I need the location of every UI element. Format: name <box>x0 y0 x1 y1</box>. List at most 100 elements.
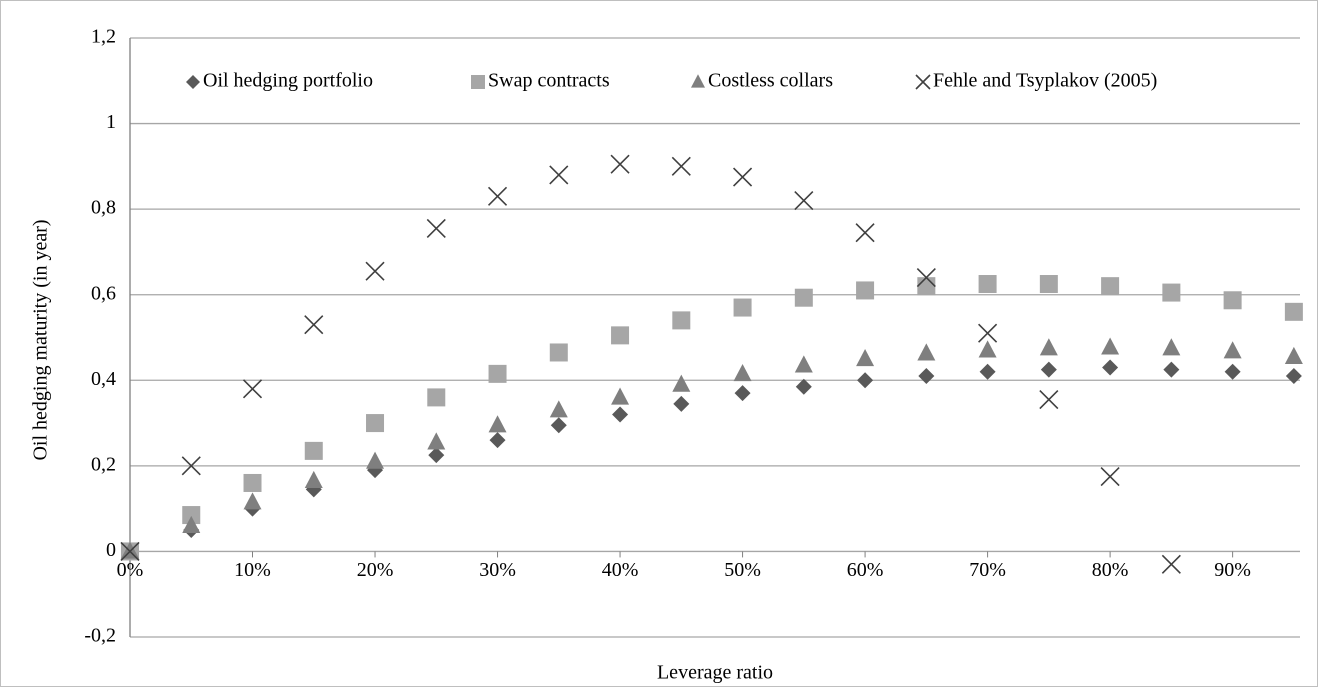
marker-diamond <box>979 363 996 380</box>
y-tick-label: 0 <box>106 539 116 561</box>
marker-triangle <box>672 374 691 392</box>
marker-square <box>1223 291 1242 310</box>
x-tick-label: 80% <box>1092 559 1129 581</box>
marker-diamond <box>489 432 506 449</box>
marker-square <box>856 281 875 300</box>
marker-triangle <box>1223 341 1242 359</box>
marker-x <box>671 156 691 176</box>
marker-square <box>1284 302 1303 321</box>
marker-triangle <box>1039 338 1058 356</box>
marker-x <box>365 261 385 281</box>
marker-square <box>549 343 568 362</box>
x-tick-label: 50% <box>724 559 761 581</box>
marker-square <box>1039 275 1058 294</box>
marker-diamond <box>857 372 874 389</box>
y-tick-label: 0,8 <box>91 197 116 219</box>
marker-x <box>304 315 324 335</box>
marker-x <box>120 541 140 561</box>
marker-triangle <box>1284 346 1303 364</box>
marker-diamond <box>1285 368 1302 385</box>
marker-triangle <box>488 415 507 433</box>
marker-square <box>488 364 507 383</box>
y-tick-label: 0,2 <box>91 453 116 475</box>
y-tick-label: 1,2 <box>91 26 116 48</box>
marker-square <box>366 414 385 433</box>
legend-label: Oil hedging portfolio <box>203 70 373 92</box>
marker-square <box>304 441 323 460</box>
marker-square <box>243 473 262 492</box>
marker-diamond <box>918 368 935 385</box>
y-axis-label: Oil hedging maturity (in year) <box>30 219 52 460</box>
marker-triangle <box>917 343 936 361</box>
marker-triangle <box>427 432 446 450</box>
marker-x <box>855 223 875 243</box>
marker-triangle <box>549 400 568 418</box>
marker-x <box>242 379 263 399</box>
marker-triangle <box>243 492 262 510</box>
marker-triangle <box>691 74 705 88</box>
marker-x <box>610 154 630 174</box>
marker-triangle <box>1101 337 1120 355</box>
marker-x <box>1161 554 1181 574</box>
marker-triangle <box>856 348 875 367</box>
marker-diamond <box>673 395 690 412</box>
marker-diamond <box>612 406 629 423</box>
marker-square <box>182 506 201 525</box>
x-tick-label: 90% <box>1214 559 1251 581</box>
marker-x <box>181 456 201 476</box>
marker-square <box>794 288 813 307</box>
y-tick-label: 1 <box>106 111 116 133</box>
x-tick-label: 60% <box>847 559 884 581</box>
marker-x <box>916 268 936 288</box>
marker-x <box>732 167 753 187</box>
marker-x <box>915 74 931 90</box>
marker-triangle <box>733 363 752 382</box>
marker-triangle <box>794 355 813 373</box>
marker-triangle <box>182 515 201 533</box>
marker-triangle <box>304 470 323 489</box>
y-tick-label: 0,6 <box>91 282 116 304</box>
marker-x <box>1100 466 1120 487</box>
x-axis-label: Leverage ratio <box>657 662 773 684</box>
marker-x <box>978 323 998 343</box>
marker-diamond <box>795 378 812 395</box>
legend-label: Costless collars <box>708 70 833 92</box>
marker-diamond <box>550 417 567 434</box>
marker-triangle <box>978 340 997 358</box>
marker-diamond <box>428 447 445 464</box>
marker-diamond <box>1163 361 1180 378</box>
marker-x <box>549 165 569 185</box>
x-tick-label: 10% <box>234 559 271 581</box>
y-tick-label: 0,4 <box>91 368 116 390</box>
marker-square <box>1162 283 1181 302</box>
marker-diamond <box>734 385 751 402</box>
marker-triangle <box>1162 338 1181 356</box>
marker-diamond <box>186 75 200 89</box>
marker-triangle <box>366 451 385 469</box>
x-tick-label: 30% <box>479 559 516 581</box>
marker-square <box>471 75 485 89</box>
x-tick-label: 70% <box>969 559 1006 581</box>
marker-square <box>733 298 752 317</box>
marker-square <box>917 277 936 296</box>
marker-triangle <box>611 387 630 405</box>
marker-x <box>1039 389 1059 410</box>
y-tick-label: -0,2 <box>84 625 116 647</box>
marker-x <box>426 218 446 238</box>
x-tick-label: 20% <box>357 559 394 581</box>
marker-diamond <box>1102 359 1119 376</box>
legend-label: Fehle and Tsyplakov (2005) <box>933 70 1157 92</box>
marker-square <box>427 388 446 407</box>
x-tick-label: 40% <box>602 559 639 581</box>
marker-x <box>487 186 508 206</box>
x-tick-label: 0% <box>117 559 144 581</box>
marker-square <box>978 275 997 294</box>
marker-square <box>1101 277 1120 296</box>
marker-diamond <box>1224 363 1241 380</box>
marker-x <box>794 191 814 211</box>
legend-label: Swap contracts <box>488 70 610 92</box>
marker-square <box>611 326 630 345</box>
marker-diamond <box>1040 361 1057 378</box>
